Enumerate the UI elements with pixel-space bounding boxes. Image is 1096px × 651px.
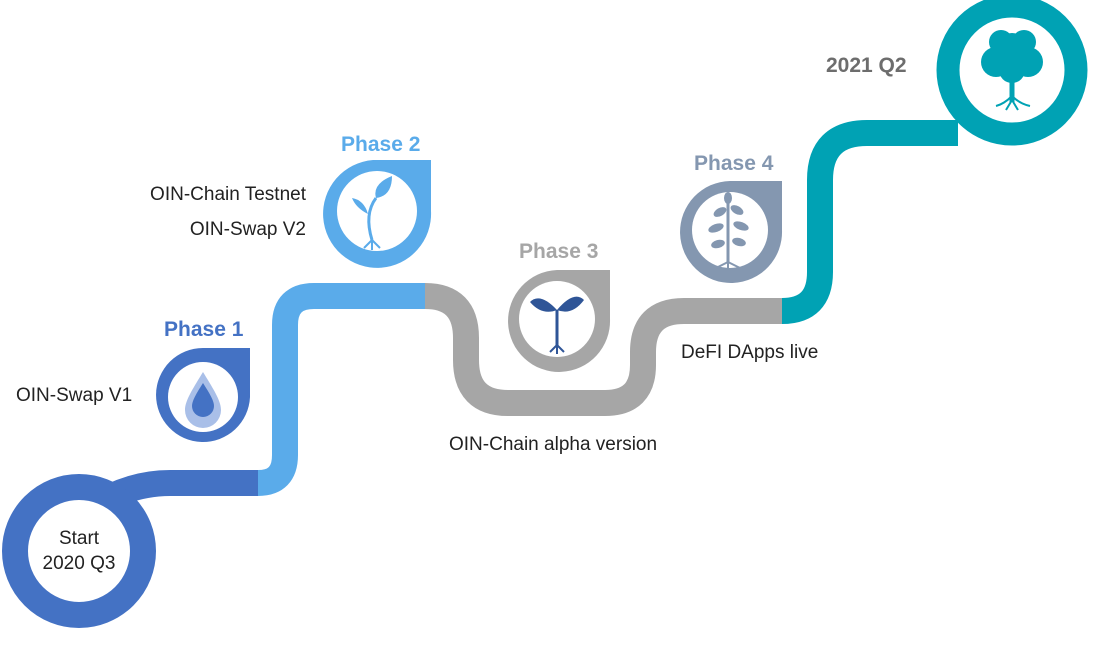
phase3-item-1: OIN-Chain alpha version — [449, 434, 658, 455]
path-segment-phase4 — [604, 298, 782, 416]
start-ring — [2, 474, 156, 628]
sprout-icon — [352, 176, 392, 250]
end-label: 2021 Q2 — [826, 54, 907, 77]
path-segment-phase1 — [106, 470, 258, 508]
start-label-line2: 2020 Q3 — [42, 553, 116, 574]
phase1-badge — [156, 348, 250, 442]
phase2-badge — [323, 160, 432, 268]
young-tree-icon — [708, 192, 749, 270]
phase4-title: Phase 4 — [694, 152, 774, 175]
phase4-item-1: DeFI DApps live — [681, 342, 819, 363]
start-label-line1: Start — [58, 528, 100, 549]
phase4-badge — [680, 181, 783, 283]
seedling-icon — [530, 296, 584, 354]
phase1-item-1: OIN-Swap V1 — [16, 385, 133, 406]
phase2-item-1: OIN-Chain Testnet — [150, 184, 306, 205]
phase2-item-2: OIN-Swap V2 — [189, 219, 306, 240]
path-segment-final — [781, 120, 958, 324]
water-drop-icon — [185, 372, 221, 428]
phase1-title: Phase 1 — [164, 318, 244, 341]
phase3-title: Phase 3 — [519, 240, 599, 263]
phase3-badge — [508, 270, 611, 372]
phase2-title: Phase 2 — [341, 133, 421, 156]
path-segment-phase3 — [424, 283, 605, 416]
tree-icon — [981, 30, 1043, 111]
path-segment-phase2 — [257, 283, 425, 496]
